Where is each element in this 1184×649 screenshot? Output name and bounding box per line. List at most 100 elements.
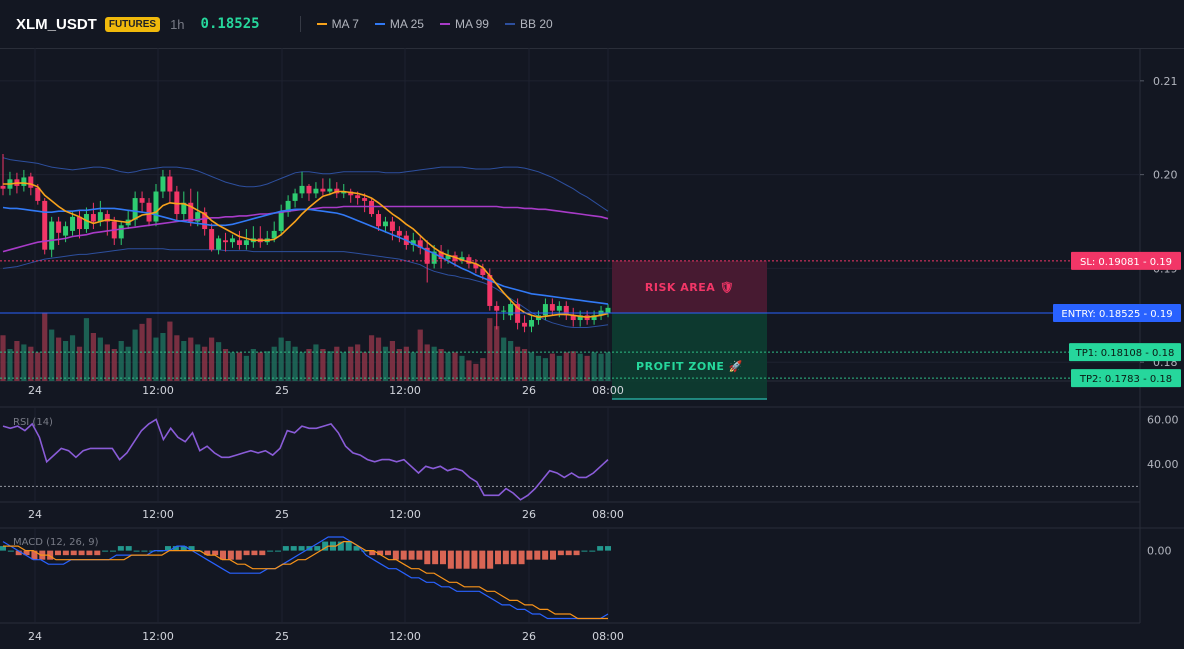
time-tick-label: 12:00 <box>389 384 421 397</box>
volume-bar <box>403 346 409 381</box>
macd-histogram-bar <box>518 550 525 565</box>
profit-zone-label: PROFIT ZONE 🚀 <box>636 360 743 373</box>
candle <box>522 315 528 333</box>
macd-histogram-bar <box>62 550 69 556</box>
macd-histogram-bar <box>487 550 494 569</box>
candle <box>417 235 423 255</box>
macd-histogram-bar <box>510 550 517 565</box>
rsi-tick-label: 40.00 <box>1147 458 1179 471</box>
macd-tick-label: 0.00 <box>1147 545 1172 558</box>
volume-bar <box>382 346 389 381</box>
time-tick-label: 26 <box>522 508 536 521</box>
macd-histogram-bar <box>377 550 384 556</box>
volume-bar <box>28 346 34 381</box>
candle-body <box>438 251 444 260</box>
macd-histogram-bar <box>23 550 30 556</box>
volume-bar <box>0 335 6 381</box>
volume-bar <box>181 341 187 381</box>
candle <box>494 301 500 330</box>
candle-body <box>563 305 569 316</box>
macd-histogram-bar <box>172 546 179 551</box>
legend-ma99[interactable]: MA 99 <box>439 17 489 31</box>
candle-body <box>70 216 76 231</box>
macd-histogram-bar <box>227 550 234 560</box>
legend-ma99-label: MA 99 <box>454 17 489 31</box>
macd-histogram-bar <box>204 550 211 556</box>
macd-histogram-bar <box>589 550 596 552</box>
candle-body <box>417 240 423 248</box>
volume-bar <box>549 353 555 381</box>
candle <box>223 232 229 252</box>
candle <box>153 184 159 227</box>
macd-histogram-bar <box>125 546 132 551</box>
volume-bar <box>153 337 159 381</box>
candle-body <box>382 221 388 227</box>
volume-bar <box>160 333 166 381</box>
legend-ma25[interactable]: MA 25 <box>374 17 424 31</box>
volume-bar <box>375 337 382 381</box>
candle-body <box>216 238 222 250</box>
volume-bar <box>473 363 479 381</box>
candle-body <box>431 251 437 264</box>
symbol-name[interactable]: XLM_USDT <box>16 15 97 33</box>
candle-body <box>508 304 514 316</box>
macd-histogram-bar <box>212 550 219 556</box>
macd-histogram-bar <box>369 550 376 556</box>
candle-body <box>132 198 138 220</box>
candle-body <box>452 255 458 261</box>
tp1-level-label: TP1: 0.18108 - 0.18 <box>1075 348 1175 359</box>
macd-histogram-bar <box>502 550 509 565</box>
macd-histogram-bar <box>408 550 415 560</box>
macd-histogram-bar <box>86 550 93 556</box>
macd-histogram-bar <box>447 550 454 569</box>
candle-body <box>376 214 382 227</box>
candle-body <box>570 315 576 321</box>
volume-bar <box>174 335 180 381</box>
volume-bar <box>313 344 319 381</box>
volume-bar <box>355 344 361 381</box>
candle-body <box>591 315 597 321</box>
candle <box>0 153 6 196</box>
candle <box>327 178 333 196</box>
timeframe-label[interactable]: 1h <box>170 16 185 32</box>
candle-body <box>292 193 298 201</box>
candle <box>146 198 152 227</box>
volume-bar <box>202 346 208 381</box>
legend-bb20[interactable]: BB 20 <box>504 17 553 31</box>
candle-body <box>369 200 375 215</box>
macd-histogram-bar <box>220 550 226 560</box>
volume-bar <box>501 337 507 381</box>
legend-ma7[interactable]: MA 7 <box>316 17 359 31</box>
time-tick-label: 12:00 <box>142 508 174 521</box>
macd-histogram-bar <box>165 546 171 551</box>
macd-histogram-bar <box>455 550 462 569</box>
macd-histogram-bar <box>188 546 195 551</box>
candle <box>132 191 138 227</box>
macd-histogram-bar <box>597 546 604 551</box>
volume-bar <box>591 352 597 381</box>
volume-bar <box>466 360 472 381</box>
time-tick-label: 08:00 <box>592 630 624 643</box>
candle-body <box>229 238 235 243</box>
volume-bar <box>56 337 62 381</box>
macd-histogram-bar <box>7 550 14 552</box>
macd-signal-line <box>3 541 608 620</box>
macd-histogram-bar <box>290 546 297 551</box>
legend-ma7-label: MA 7 <box>331 17 359 31</box>
macd-histogram-bar <box>432 550 439 565</box>
candle-body <box>494 305 500 311</box>
macd-histogram-bar <box>117 546 124 551</box>
candle-body <box>223 240 229 243</box>
candle <box>348 188 354 203</box>
volume-bar <box>257 352 263 381</box>
candle-body <box>28 176 34 188</box>
volume-bar <box>542 358 549 381</box>
time-tick-label: 12:00 <box>142 384 174 397</box>
rsi-line <box>2 418 609 501</box>
candle <box>362 193 368 213</box>
volume-bar <box>132 329 138 381</box>
volume-bar <box>139 323 145 381</box>
candle <box>264 230 270 245</box>
volume-bar <box>514 346 521 381</box>
